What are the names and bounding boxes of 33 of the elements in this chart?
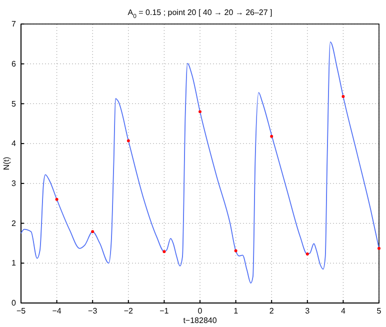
y-tick-label: 1	[12, 258, 17, 268]
y-axis-title: N(t)	[2, 156, 11, 170]
y-tick-label: 3	[12, 178, 17, 188]
x-tick-label: 1	[234, 306, 239, 316]
chart-title: A$_{0}$ = 0.15 ; point 20 [ 40 → 20 → 26–27 ]	[128, 8, 272, 20]
point	[55, 198, 58, 201]
y-tick-label: 0	[12, 298, 17, 308]
point	[342, 95, 345, 98]
point	[126, 139, 130, 142]
line-series	[20, 41, 380, 284]
point	[234, 249, 238, 252]
x-tick-label: 4	[340, 306, 346, 316]
x-tick-label: −3	[88, 306, 98, 316]
y-tick-label: 2	[12, 218, 17, 228]
x-tick-label: 2	[269, 306, 274, 316]
x-tick-label: −2	[124, 306, 134, 316]
point	[162, 250, 166, 254]
x-tick-label: 3	[305, 306, 310, 316]
point	[91, 230, 94, 234]
point	[378, 246, 380, 250]
y-tick-label: 5	[12, 99, 17, 108]
x-tick-label: −5	[16, 306, 26, 316]
point	[198, 110, 202, 114]
x-tick-label: −4	[52, 306, 62, 316]
point	[306, 252, 309, 256]
y-tick-label: 4	[12, 139, 17, 148]
y-tick-label: 7	[12, 20, 17, 29]
x-tick-label: 5	[376, 306, 382, 316]
x-tick-label: −1	[160, 306, 170, 316]
x-axis-title: t−182840	[183, 316, 218, 325]
x-tick-label: 0	[198, 306, 203, 316]
y-tick-label: 6	[12, 59, 17, 68]
point	[270, 134, 274, 138]
